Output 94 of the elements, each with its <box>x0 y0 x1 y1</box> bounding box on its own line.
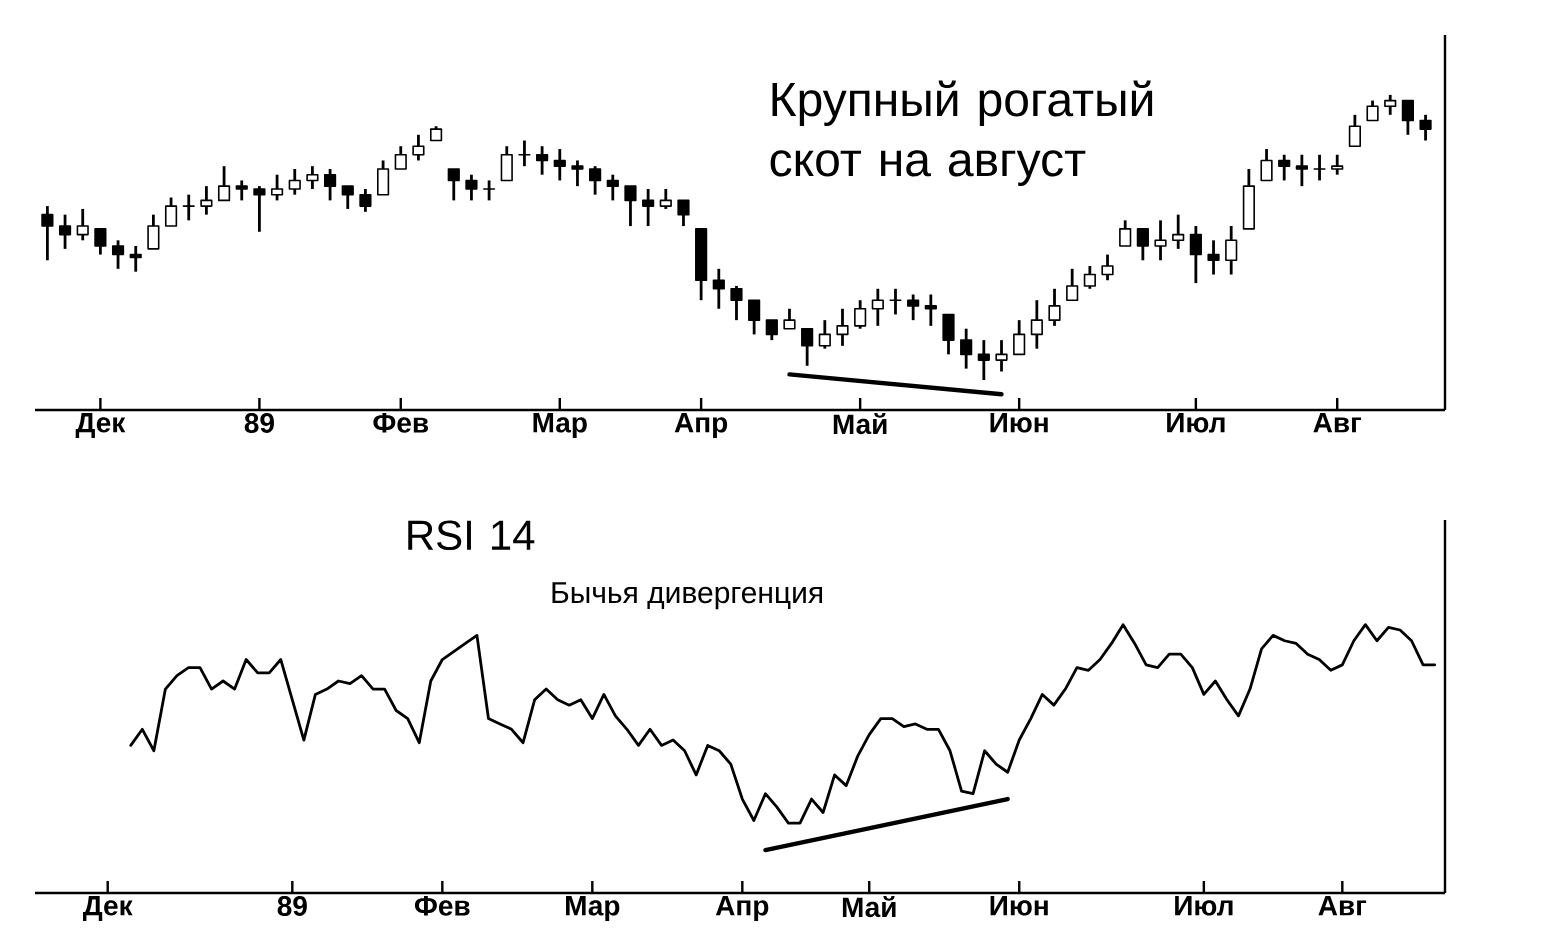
candlestick <box>1101 253 1114 282</box>
candlestick <box>359 187 372 214</box>
candlestick <box>553 147 566 182</box>
candlestick <box>748 298 761 336</box>
candlestick <box>217 164 231 202</box>
candlestick <box>518 139 531 168</box>
candlestick <box>1278 153 1291 182</box>
candlestick <box>1013 318 1026 356</box>
candlestick <box>1048 287 1061 328</box>
candlestick <box>977 338 990 382</box>
x-tick-label: Июн <box>990 896 1048 916</box>
candlestick <box>765 318 778 342</box>
candlestick <box>129 244 142 274</box>
candlestick <box>270 173 284 202</box>
candlestick <box>1207 238 1220 276</box>
candlestick <box>818 318 831 351</box>
candlestick <box>606 173 619 202</box>
x-tick-label: Май <box>833 413 887 435</box>
candlestick <box>94 227 107 256</box>
candlestick <box>1083 264 1096 291</box>
candlestick <box>1189 224 1202 285</box>
candlestick <box>536 144 549 177</box>
candlestick <box>58 213 72 251</box>
x-tick-label: Июл <box>1167 413 1225 433</box>
candlestick <box>889 287 902 316</box>
candlestick <box>836 307 849 348</box>
candlestick <box>924 293 937 328</box>
candlestick <box>306 164 319 191</box>
candlestick <box>854 298 867 331</box>
candlestick <box>801 327 814 368</box>
candlestick <box>1295 153 1308 188</box>
candlestick <box>235 179 248 202</box>
x-tick-label: 89 <box>244 413 274 433</box>
candlestick <box>1384 93 1397 117</box>
candlestick <box>783 307 796 331</box>
candlestick <box>1136 227 1149 262</box>
candlestick <box>1154 218 1167 262</box>
candlestick <box>1225 224 1238 276</box>
x-tick-label: Мар <box>533 413 587 439</box>
chart-title: RSI 14 <box>408 520 535 551</box>
candlestick <box>589 164 602 197</box>
candlestick <box>465 173 478 202</box>
x-tick-label: Дек <box>83 896 133 921</box>
candlestick <box>147 213 160 251</box>
candlestick <box>1119 218 1132 248</box>
candlestick <box>730 284 743 322</box>
candlestick <box>447 167 460 202</box>
x-tick-label: Июн <box>990 413 1048 433</box>
candlestick <box>1331 153 1344 177</box>
candlestick <box>412 133 425 162</box>
x-tick-label: Фев <box>373 413 429 433</box>
candlestick <box>871 287 884 328</box>
x-tick-label: Мар <box>566 896 620 922</box>
candlestick <box>111 238 125 271</box>
x-tick-label: Май <box>842 896 896 918</box>
text: Бычья дивергенция <box>552 582 823 610</box>
candlestick <box>571 159 584 188</box>
candlestick <box>1030 298 1043 351</box>
x-tick-label: Апр <box>715 896 769 922</box>
candlestick <box>1066 267 1079 302</box>
candlestick <box>41 204 54 262</box>
candlestick <box>1313 153 1326 182</box>
candlestick <box>659 187 672 211</box>
candlestick <box>712 267 725 311</box>
candlestick <box>323 167 337 202</box>
candlestick <box>182 193 195 222</box>
candlestick <box>1348 113 1361 148</box>
candlestick <box>642 187 655 228</box>
candlestick <box>253 184 266 234</box>
candlestick <box>1401 99 1414 137</box>
candlestick <box>164 196 178 228</box>
candlestick <box>341 184 354 211</box>
x-tick-label: Авг <box>1318 896 1367 916</box>
x-tick-label: Апр <box>674 413 728 439</box>
candlestick <box>1172 213 1185 251</box>
candlestick <box>483 179 496 202</box>
candlestick <box>394 144 407 171</box>
candlestick <box>1366 99 1379 122</box>
candlestick <box>1419 113 1432 142</box>
chart-title: Крупный рогатый скот на август <box>770 80 1153 186</box>
x-tick-label: 89 <box>277 896 307 916</box>
candlestick <box>624 184 637 228</box>
candlestick <box>907 293 920 322</box>
x-tick-label: Авг <box>1313 413 1362 433</box>
candlestick <box>960 327 973 371</box>
x-tick-label: Июл <box>1175 896 1233 916</box>
x-tick-label: Фев <box>414 896 470 916</box>
candlestick <box>76 207 89 242</box>
candlestick <box>995 338 1008 373</box>
x-tick-label: Дек <box>75 413 126 438</box>
candlestick <box>288 167 301 197</box>
candlestick <box>1260 147 1273 182</box>
candlestick <box>200 184 213 217</box>
candlestick <box>677 198 690 228</box>
